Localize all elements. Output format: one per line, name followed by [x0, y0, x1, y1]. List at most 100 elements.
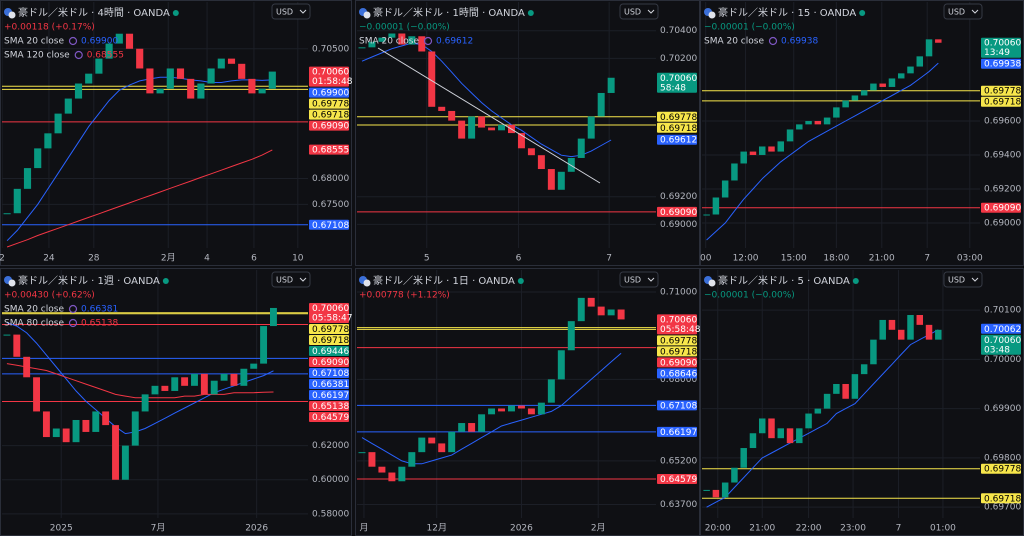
candle [428, 51, 436, 107]
x-tick-label: 月 [359, 523, 368, 534]
price-tag [657, 335, 697, 346]
candle [842, 383, 849, 399]
candle [557, 350, 565, 380]
candle [52, 428, 60, 438]
price-tag-label: 0.69718 [312, 336, 349, 346]
candle [758, 146, 766, 155]
currency-select[interactable] [619, 3, 659, 20]
price-tag [981, 85, 1021, 96]
price-tag [309, 98, 349, 109]
indicator-eye [768, 36, 778, 46]
price-tag-label: 0.69778 [312, 325, 349, 335]
currency-select[interactable] [271, 271, 311, 288]
candle [786, 428, 794, 444]
candle [935, 329, 942, 340]
candle [42, 411, 50, 438]
candle [517, 405, 525, 409]
x-tick-label: 4 [204, 254, 210, 264]
candle [187, 78, 195, 99]
candle [916, 315, 924, 325]
candle [517, 133, 525, 149]
x-tick-label: 2月 [161, 253, 176, 264]
currency-select[interactable] [619, 271, 659, 288]
candle [200, 373, 208, 395]
indicator-name: SMA 20 close [704, 37, 764, 47]
candle [888, 78, 896, 87]
indicator-name: SMA 20 close [4, 305, 64, 315]
y-tick-label: 0.69600 [984, 116, 1021, 126]
candle [925, 39, 933, 57]
candle [3, 334, 11, 336]
candle [398, 33, 406, 45]
currency-select[interactable] [943, 3, 983, 20]
indicator-eye [68, 304, 78, 314]
candle [796, 428, 803, 444]
y-tick-label: 0.62000 [312, 441, 349, 451]
chevron [299, 277, 307, 282]
x-tick-label: 7 [896, 524, 902, 534]
candle [805, 120, 812, 125]
candle [888, 319, 896, 330]
y-tick-label: 0.70500 [312, 44, 349, 54]
candle [527, 408, 535, 415]
x-tick-label: 24 [43, 254, 55, 264]
indicator-eye [68, 318, 78, 328]
x-tick-label: 28 [88, 254, 100, 264]
price-tag [309, 389, 349, 400]
indicator-eye [423, 36, 433, 46]
candle [418, 437, 426, 453]
price-tag-label: 0.69938 [984, 60, 1021, 70]
candle [368, 452, 376, 467]
x-tick-label: 5 [424, 254, 430, 264]
candle [879, 319, 886, 340]
indicator-eye [74, 50, 83, 60]
candle [448, 110, 456, 121]
candle [498, 124, 506, 131]
sma-line [706, 62, 939, 241]
candle [92, 411, 100, 432]
candle [468, 116, 476, 139]
x-tick-label: 20:00 [705, 524, 731, 534]
sma-line [6, 76, 273, 242]
candle [823, 393, 831, 409]
y-tick-label: 0.71000 [660, 288, 697, 298]
plot [702, 270, 980, 518]
price-tag [657, 426, 697, 437]
y-tick-label: 0.69200 [984, 184, 1021, 194]
candle [468, 423, 476, 432]
candle [64, 98, 72, 114]
y-tick-label: 0.70000 [984, 355, 1021, 365]
candle [577, 297, 585, 322]
x-tick-label: 2025 [50, 524, 73, 534]
price-tag-label: 0.70060 [660, 315, 697, 325]
candle [758, 418, 766, 434]
price-tag [657, 111, 697, 122]
candle [796, 124, 803, 130]
x-tick-label: 22:00 [796, 524, 822, 534]
price-tag-label: 0.69718 [984, 98, 1021, 108]
price-tag [309, 334, 349, 345]
x-tick-label: 2月 [591, 523, 606, 534]
status-dot [162, 278, 169, 284]
price-tag-label: 0.69718 [660, 347, 697, 357]
plot [702, 2, 980, 248]
status-dot [172, 10, 179, 16]
x-tick-label: 12月 [427, 523, 447, 534]
price-tag-label: 0.66197 [660, 428, 697, 438]
currency-select[interactable] [271, 3, 311, 20]
price-tag-label: 0.67108 [312, 221, 349, 231]
price-change: −0.00001 (−0.00%) [704, 291, 795, 301]
candle [438, 443, 446, 453]
candle [207, 68, 215, 84]
price-tag [309, 356, 349, 367]
price-tag [981, 463, 1021, 474]
panel [355, 268, 700, 536]
candle [146, 68, 154, 94]
price-tag-label: 0.69090 [312, 122, 349, 132]
candle [62, 428, 70, 443]
candle [13, 188, 21, 214]
price-tag [981, 334, 1021, 355]
candle [156, 88, 164, 94]
currency-select[interactable] [943, 271, 983, 288]
symbol-icon [708, 279, 716, 287]
